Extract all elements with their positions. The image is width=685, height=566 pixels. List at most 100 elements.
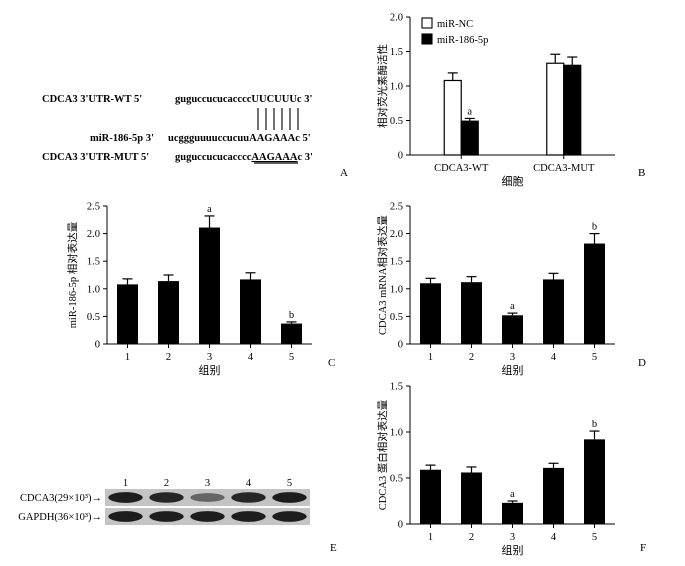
blot-band — [231, 492, 266, 503]
significance-marker: b — [289, 310, 294, 321]
base-pair-lines — [257, 108, 299, 130]
bar — [584, 243, 605, 344]
mir-seq-tail: c 5' — [295, 133, 311, 144]
significance-marker: b — [592, 419, 597, 430]
y-tick-label: 0.5 — [390, 474, 403, 485]
panel-b-chart: 0 0.5 1.0 1.5 2.0 相对荧光素酶活性 CDCA3-WT CDCA3-MUT a m… — [376, 13, 645, 189]
bar — [460, 120, 479, 156]
x-tick-label: 4 — [551, 532, 557, 543]
blot-band — [272, 492, 307, 503]
y-tick-label: 1.0 — [390, 284, 403, 295]
significance-marker: a — [510, 301, 515, 312]
x-tick-label: 3 — [510, 352, 515, 363]
y-axis-title: miR-186-5p 相对表达量 — [66, 221, 79, 328]
y-tick-label: 1.0 — [87, 284, 100, 295]
blot-band — [231, 511, 266, 522]
x-tick-label: 5 — [289, 352, 294, 363]
bar — [502, 502, 523, 524]
significance-marker: a — [467, 106, 472, 117]
blot-lane-number: 1 — [123, 478, 128, 489]
x-tick-label: 2 — [166, 352, 171, 363]
bar — [240, 279, 261, 344]
wt-seq-tail: c 3' — [297, 94, 313, 105]
y-tick-label: 0.5 — [390, 312, 403, 323]
panel-letter-f: F — [640, 542, 646, 554]
bar — [199, 227, 220, 344]
bar — [563, 64, 582, 156]
bar — [543, 279, 564, 344]
x-tick-label: 4 — [551, 352, 557, 363]
blot-lane-number: 3 — [205, 478, 210, 489]
wt-seq-upper: UUCUUU — [251, 94, 297, 105]
mir-sequence: ucggguuuuccucuuAAGAAAc 5' — [168, 133, 311, 144]
mut-seq-lower: guguccucucacccc — [175, 152, 252, 163]
blot-row-label: CDCA3(29×10³)→ — [20, 493, 102, 504]
bar — [281, 323, 302, 344]
blot-band — [149, 492, 184, 503]
panel-letter-b: B — [638, 167, 645, 179]
bar — [117, 284, 138, 344]
legend-swatch — [421, 17, 433, 29]
blot-band — [190, 493, 225, 502]
blot-band — [108, 492, 143, 503]
blot-band — [149, 511, 184, 522]
bar — [461, 282, 482, 344]
y-tick-label: 2.0 — [87, 229, 100, 240]
y-tick-label: 1.5 — [390, 47, 403, 58]
panel-letter-e: E — [330, 542, 337, 554]
wt-seq-lower: guguccucucacccc — [175, 94, 252, 105]
panel-letter-d: D — [638, 357, 646, 369]
bar — [461, 472, 482, 524]
x-tick-label: 3 — [207, 352, 212, 363]
legend-label: miR-NC — [437, 19, 473, 30]
mut-seq-upper: AAGAAA — [251, 152, 297, 163]
y-axis-title: CDCA3 mRNA相对表达量 — [376, 215, 389, 335]
y-tick-label: 0 — [398, 151, 403, 162]
x-tick-label: 5 — [592, 352, 597, 363]
y-tick-label: 0 — [95, 340, 100, 351]
y-tick-label: 1.5 — [390, 382, 403, 393]
panel-e-western-blot: E 1 2 3 4 5 CDCA3(29×10³)→ GAPDH(36×10³)→ — [18, 478, 337, 554]
mut-label: CDCA3 3'UTR-MUT 5' — [42, 152, 149, 163]
mir-seq-upper: AAGAAA — [249, 133, 295, 144]
blot-row-label: GAPDH(36×10³)→ — [18, 512, 102, 523]
bar — [546, 62, 565, 156]
blot-band — [108, 511, 143, 522]
y-tick-label: 1.0 — [390, 428, 403, 439]
y-axis-title: CDCA3 蛋白相对表达量 — [376, 399, 389, 510]
x-tick-label: 1 — [428, 352, 433, 363]
y-tick-label: 2.5 — [87, 202, 100, 213]
bar — [158, 281, 179, 344]
blot-band — [272, 511, 307, 522]
x-tick-label: 2 — [469, 352, 474, 363]
bar — [502, 315, 523, 344]
x-tick-label: 3 — [510, 532, 515, 543]
y-axis-title: 相对荧光素酶活性 — [376, 44, 389, 128]
y-tick-label: 0.5 — [390, 116, 403, 127]
blot-lane-number: 2 — [164, 478, 169, 489]
x-tick-label: 1 — [428, 532, 433, 543]
panel-c-chart: 0 0.5 1.0 1.5 2.0 2.5 miR-186-5p 相对表达量 1 2 3 4 5 a b 组… — [66, 202, 335, 378]
panel-a-sequences: CDCA3 3'UTR-WT 5' guguccucucaccccUUCUUUc… — [42, 94, 348, 179]
y-tick-label: 1.0 — [390, 82, 403, 93]
y-tick-label: 0.5 — [87, 312, 100, 323]
y-tick-label: 1.5 — [390, 257, 403, 268]
bar — [543, 467, 564, 524]
x-axis-title: 组别 — [502, 543, 524, 557]
blot-lane-number: 4 — [246, 478, 252, 489]
bar — [420, 283, 441, 344]
wt-label: CDCA3 3'UTR-WT 5' — [42, 94, 142, 105]
x-axis-title: 组别 — [199, 363, 221, 377]
y-tick-label: 2.5 — [390, 202, 403, 213]
x-axis-title: 细胞 — [502, 175, 524, 188]
mir-seq-lower: ucggguuuuccucuu — [168, 133, 249, 144]
bar — [584, 439, 605, 524]
significance-marker: b — [592, 222, 597, 233]
blot-lane-number: 5 — [287, 478, 292, 489]
x-tick-label: 5 — [592, 532, 597, 543]
significance-marker: a — [207, 204, 212, 215]
legend-swatch — [421, 33, 433, 45]
